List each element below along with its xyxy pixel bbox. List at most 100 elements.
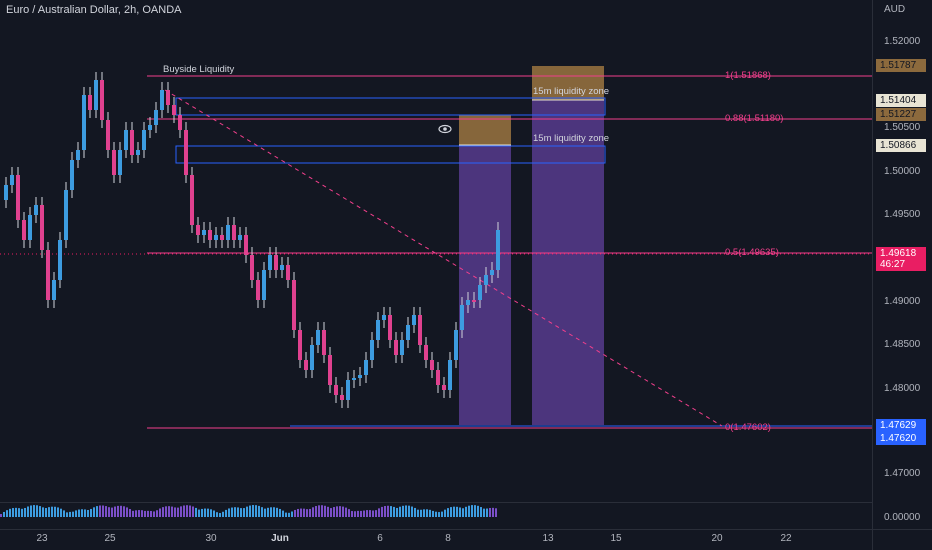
indicator-bar — [342, 506, 344, 517]
buyside-liquidity-label[interactable]: Buyside Liquidity — [163, 64, 235, 75]
time-tick: 15 — [610, 533, 622, 544]
candle-body — [142, 130, 146, 150]
eye-icon[interactable] — [438, 124, 452, 134]
candle-body — [10, 175, 14, 185]
indicator-bar — [270, 507, 272, 517]
indicator-bar — [174, 507, 176, 517]
fib-label-1[interactable]: 1(1.51868) — [725, 70, 771, 81]
trend-line[interactable] — [164, 89, 723, 427]
indicator-bar — [261, 507, 263, 517]
candle-body — [256, 280, 260, 300]
candle-body — [340, 395, 344, 400]
indicator-bar — [324, 505, 326, 517]
indicator-bar — [279, 508, 281, 517]
indicator-bar — [276, 507, 278, 517]
indicator-bar — [474, 505, 476, 517]
price-axis-currency[interactable]: AUD — [884, 4, 906, 15]
indicator-bar — [126, 507, 128, 517]
indicator-bar — [291, 511, 293, 517]
indicator-bar — [108, 507, 110, 517]
indicator-bar — [120, 505, 122, 517]
candle-body — [40, 205, 44, 250]
candle-body — [262, 270, 266, 300]
candle-body — [436, 370, 440, 385]
indicator-bar — [96, 506, 98, 517]
price-badge[interactable]: 1.50866 — [876, 139, 926, 152]
price-badge[interactable]: 1.47629 — [876, 419, 926, 432]
indicator-bar — [183, 505, 185, 517]
candle-body — [52, 280, 56, 300]
indicator-bar — [153, 511, 155, 517]
price-badge[interactable]: 1.51227 — [876, 108, 926, 121]
indicator-bar — [81, 509, 83, 517]
time-tick: 6 — [377, 533, 383, 544]
indicator-bar — [267, 507, 269, 517]
candle-body — [310, 345, 314, 370]
candle-body — [358, 375, 362, 378]
price-tick: 1.50000 — [884, 166, 921, 177]
indicator-bar — [453, 506, 455, 517]
indicator-zero-tick: 0.00000 — [884, 512, 921, 523]
indicator-bar — [240, 508, 242, 517]
indicator-bar — [222, 511, 224, 517]
indicator-bar — [165, 506, 167, 517]
indicator-bar — [111, 507, 113, 517]
indicator-bar — [345, 507, 347, 517]
fib-label-088[interactable]: 0.88(1.51180) — [725, 113, 784, 124]
indicator-bar — [285, 512, 287, 517]
indicator-bar — [321, 505, 323, 517]
indicator-bar — [102, 505, 104, 517]
indicator-bar — [282, 510, 284, 517]
price-badge[interactable]: 1.51404 — [876, 94, 926, 107]
price-tick: 1.52000 — [884, 36, 921, 47]
indicator-bar — [273, 507, 275, 517]
indicator-bar — [426, 509, 428, 517]
candle-body — [34, 205, 38, 215]
price-tick: 1.47000 — [884, 468, 921, 479]
indicator-bar — [414, 507, 416, 517]
target-box-left[interactable] — [459, 115, 511, 145]
indicator-bar — [258, 505, 260, 517]
current-price-badge[interactable]: 1.49618 46:27 — [876, 247, 926, 271]
price-axis-separator — [872, 0, 873, 550]
candle-body — [94, 80, 98, 110]
candle-body — [496, 230, 500, 270]
indicator-bar — [339, 506, 341, 517]
indicator-bar — [381, 506, 383, 517]
liquidity-zone-lower-label[interactable]: 15m liquidity zone — [533, 133, 610, 144]
indicator-bar — [54, 506, 56, 517]
indicator-bar — [348, 509, 350, 517]
symbol-title[interactable]: Euro / Australian Dollar, 2h, OANDA — [6, 4, 182, 16]
indicator-bar — [462, 508, 464, 517]
projection-box-right[interactable] — [532, 100, 604, 425]
indicator-bar — [375, 510, 377, 517]
indicator-bar — [444, 509, 446, 517]
price-badge[interactable]: 1.47620 — [876, 432, 926, 445]
indicator-bar — [219, 513, 221, 517]
fib-label-05[interactable]: 0.5(1.49635) — [725, 247, 779, 258]
time-tick: 20 — [711, 533, 723, 544]
target-box-right[interactable] — [532, 66, 604, 100]
fib-label-0[interactable]: 0(1.47602) — [725, 422, 771, 433]
price-badge[interactable]: 1.51787 — [876, 59, 926, 72]
candle-body — [160, 90, 164, 110]
candle-body — [172, 105, 176, 115]
pane-separator[interactable] — [0, 502, 872, 503]
candle-body — [388, 315, 392, 340]
indicator-bar — [486, 508, 488, 517]
indicator-bar — [177, 507, 179, 517]
indicator-bar — [201, 508, 203, 517]
candle-body — [136, 150, 140, 155]
time-tick: 22 — [780, 533, 792, 544]
indicator-bar — [255, 505, 257, 517]
candle-body — [46, 250, 50, 300]
indicator-bar — [9, 508, 11, 517]
price-chart[interactable] — [0, 0, 872, 529]
candle-body — [250, 255, 254, 280]
indicator-bar — [456, 506, 458, 517]
indicator-bar — [87, 509, 89, 517]
candle-body — [196, 225, 200, 235]
liquidity-zone-upper-label[interactable]: 15m liquidity zone — [533, 86, 610, 97]
indicator-bar — [162, 507, 164, 517]
liquidity-zone-lower[interactable] — [175, 145, 606, 164]
